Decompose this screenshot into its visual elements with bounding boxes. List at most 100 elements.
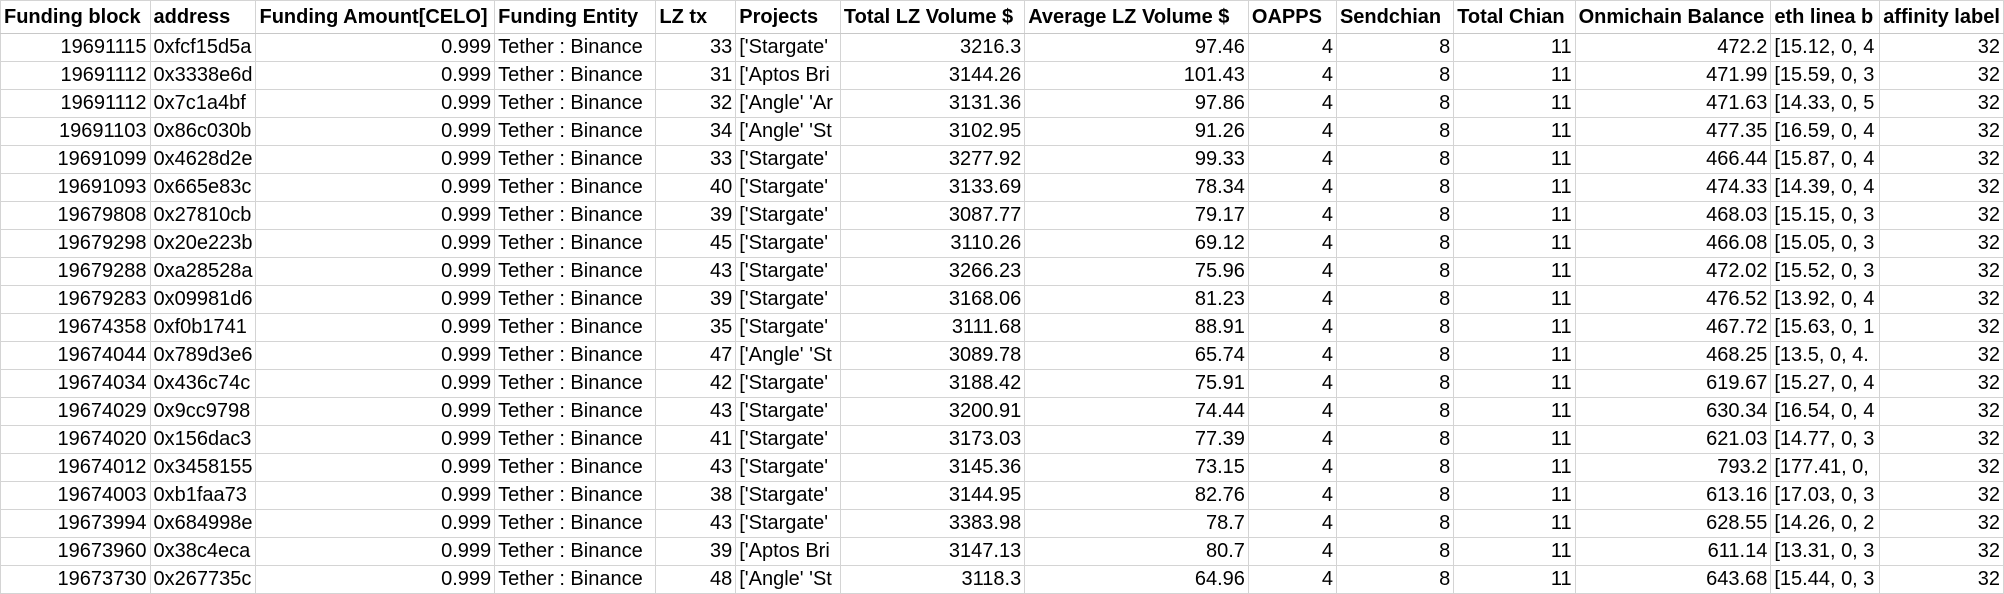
cell-address[interactable]: 0x156dac3: [149, 425, 257, 454]
cell-projects[interactable]: ['Stargate': [735, 285, 841, 314]
cell-funding-amount[interactable]: 0.999: [255, 481, 496, 510]
cell-funding-amount[interactable]: 0.999: [255, 425, 496, 454]
cell-onmichain-balance[interactable]: 467.72: [1574, 313, 1772, 342]
cell-total-chian[interactable]: 11: [1453, 453, 1576, 482]
header-funding-amount[interactable]: Funding Amount[CELO]: [255, 0, 496, 34]
cell-onmichain-balance[interactable]: 630.34: [1574, 397, 1772, 426]
cell-eth-linea[interactable]: [15.44, 0, 3: [1770, 565, 1881, 594]
cell-onmichain-balance[interactable]: 468.03: [1574, 201, 1772, 230]
cell-funding-block[interactable]: 19674020: [0, 425, 151, 454]
cell-projects[interactable]: ['Stargate': [735, 145, 841, 174]
cell-address[interactable]: 0x9cc9798: [149, 397, 257, 426]
cell-lz-tx[interactable]: 39: [655, 285, 737, 314]
cell-funding-entity[interactable]: Tether : Binance: [494, 61, 657, 90]
cell-oapps[interactable]: 4: [1247, 201, 1337, 230]
cell-lz-tx[interactable]: 33: [655, 33, 737, 62]
cell-sendchian[interactable]: 8: [1335, 257, 1455, 286]
cell-oapps[interactable]: 4: [1247, 425, 1337, 454]
cell-affinity-label[interactable]: 32: [1879, 565, 2004, 594]
cell-total-chian[interactable]: 11: [1453, 33, 1576, 62]
cell-funding-block[interactable]: 19679283: [0, 285, 151, 314]
cell-onmichain-balance[interactable]: 474.33: [1574, 173, 1772, 202]
cell-sendchian[interactable]: 8: [1335, 425, 1455, 454]
cell-funding-amount[interactable]: 0.999: [255, 509, 496, 538]
cell-affinity-label[interactable]: 32: [1879, 369, 2004, 398]
cell-eth-linea[interactable]: [177.41, 0,: [1770, 453, 1881, 482]
cell-total-chian[interactable]: 11: [1453, 145, 1576, 174]
cell-total-chian[interactable]: 11: [1453, 229, 1576, 258]
cell-funding-entity[interactable]: Tether : Binance: [494, 173, 657, 202]
cell-lz-tx[interactable]: 40: [655, 173, 737, 202]
cell-eth-linea[interactable]: [14.26, 0, 2: [1770, 509, 1881, 538]
header-projects[interactable]: Projects: [735, 0, 841, 34]
cell-total-lz-volume[interactable]: 3383.98: [839, 509, 1026, 538]
cell-onmichain-balance[interactable]: 468.25: [1574, 341, 1772, 370]
cell-funding-entity[interactable]: Tether : Binance: [494, 89, 657, 118]
cell-sendchian[interactable]: 8: [1335, 117, 1455, 146]
cell-funding-amount[interactable]: 0.999: [255, 453, 496, 482]
cell-funding-block[interactable]: 19673960: [0, 537, 151, 566]
cell-average-lz-volume[interactable]: 77.39: [1024, 425, 1249, 454]
cell-onmichain-balance[interactable]: 611.14: [1574, 537, 1772, 566]
cell-funding-block[interactable]: 19673730: [0, 565, 151, 594]
cell-oapps[interactable]: 4: [1247, 453, 1337, 482]
cell-average-lz-volume[interactable]: 75.96: [1024, 257, 1249, 286]
cell-lz-tx[interactable]: 32: [655, 89, 737, 118]
cell-eth-linea[interactable]: [14.39, 0, 4: [1770, 173, 1881, 202]
cell-average-lz-volume[interactable]: 78.7: [1024, 509, 1249, 538]
cell-sendchian[interactable]: 8: [1335, 89, 1455, 118]
cell-lz-tx[interactable]: 31: [655, 61, 737, 90]
cell-funding-amount[interactable]: 0.999: [255, 397, 496, 426]
cell-eth-linea[interactable]: [16.59, 0, 4: [1770, 117, 1881, 146]
cell-funding-entity[interactable]: Tether : Binance: [494, 565, 657, 594]
cell-funding-block[interactable]: 19674358: [0, 313, 151, 342]
cell-funding-amount[interactable]: 0.999: [255, 341, 496, 370]
cell-oapps[interactable]: 4: [1247, 341, 1337, 370]
cell-funding-block[interactable]: 19691099: [0, 145, 151, 174]
cell-oapps[interactable]: 4: [1247, 537, 1337, 566]
cell-affinity-label[interactable]: 32: [1879, 285, 2004, 314]
cell-affinity-label[interactable]: 32: [1879, 509, 2004, 538]
cell-sendchian[interactable]: 8: [1335, 369, 1455, 398]
cell-projects[interactable]: ['Stargate': [735, 369, 841, 398]
cell-funding-block[interactable]: 19691103: [0, 117, 151, 146]
cell-oapps[interactable]: 4: [1247, 509, 1337, 538]
cell-affinity-label[interactable]: 32: [1879, 173, 2004, 202]
cell-address[interactable]: 0x86c030b: [149, 117, 257, 146]
cell-lz-tx[interactable]: 47: [655, 341, 737, 370]
cell-projects[interactable]: ['Stargate': [735, 397, 841, 426]
cell-total-chian[interactable]: 11: [1453, 565, 1576, 594]
cell-oapps[interactable]: 4: [1247, 89, 1337, 118]
cell-funding-block[interactable]: 19679288: [0, 257, 151, 286]
cell-address[interactable]: 0xa28528a: [149, 257, 257, 286]
cell-average-lz-volume[interactable]: 79.17: [1024, 201, 1249, 230]
cell-average-lz-volume[interactable]: 101.43: [1024, 61, 1249, 90]
cell-funding-amount[interactable]: 0.999: [255, 313, 496, 342]
header-sendchian[interactable]: Sendchian: [1335, 0, 1455, 34]
cell-funding-block[interactable]: 19674029: [0, 397, 151, 426]
cell-oapps[interactable]: 4: [1247, 61, 1337, 90]
cell-affinity-label[interactable]: 32: [1879, 537, 2004, 566]
cell-total-lz-volume[interactable]: 3266.23: [839, 257, 1026, 286]
cell-total-chian[interactable]: 11: [1453, 397, 1576, 426]
cell-oapps[interactable]: 4: [1247, 229, 1337, 258]
cell-funding-amount[interactable]: 0.999: [255, 33, 496, 62]
header-total-chian[interactable]: Total Chian: [1453, 0, 1576, 34]
cell-projects[interactable]: ['Stargate': [735, 33, 841, 62]
cell-average-lz-volume[interactable]: 74.44: [1024, 397, 1249, 426]
cell-average-lz-volume[interactable]: 78.34: [1024, 173, 1249, 202]
cell-average-lz-volume[interactable]: 88.91: [1024, 313, 1249, 342]
cell-address[interactable]: 0x4628d2e: [149, 145, 257, 174]
cell-total-lz-volume[interactable]: 3144.26: [839, 61, 1026, 90]
cell-total-chian[interactable]: 11: [1453, 117, 1576, 146]
cell-affinity-label[interactable]: 32: [1879, 397, 2004, 426]
cell-eth-linea[interactable]: [15.59, 0, 3: [1770, 61, 1881, 90]
cell-onmichain-balance[interactable]: 613.16: [1574, 481, 1772, 510]
cell-lz-tx[interactable]: 48: [655, 565, 737, 594]
cell-funding-amount[interactable]: 0.999: [255, 145, 496, 174]
cell-total-chian[interactable]: 11: [1453, 257, 1576, 286]
cell-oapps[interactable]: 4: [1247, 33, 1337, 62]
cell-total-lz-volume[interactable]: 3110.26: [839, 229, 1026, 258]
cell-onmichain-balance[interactable]: 472.02: [1574, 257, 1772, 286]
cell-funding-amount[interactable]: 0.999: [255, 173, 496, 202]
